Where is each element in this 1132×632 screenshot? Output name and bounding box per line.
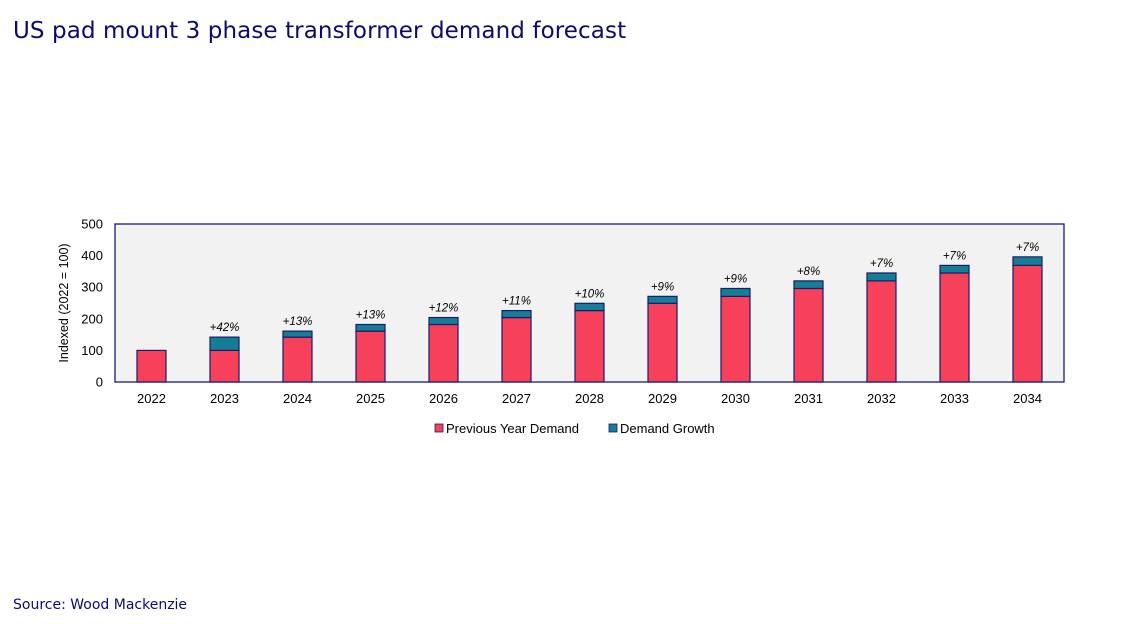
y-tick-label: 200 (81, 311, 103, 326)
bar-previous-year-demand (501, 316, 532, 383)
legend-label-growth: Demand Growth (620, 421, 715, 436)
bar-demand-growth (355, 323, 386, 332)
x-axis-ticks: 2022 2023 2024 2025 2026 2027 2028 2029 2030 2031… (137, 391, 1042, 406)
x-tick-label: 2029 (648, 391, 677, 406)
bar-previous-year-demand (1012, 264, 1043, 383)
data-labels: +42% +13% +13% +12% +11% +10% +9% +9% +8% +7% +7% +… (210, 242, 1040, 334)
bar-demand-growth (428, 316, 459, 326)
bar-previous-year-demand (574, 309, 605, 383)
x-tick-label: 2031 (794, 391, 823, 406)
bar-demand-growth (574, 302, 605, 312)
legend-swatch-previous (434, 423, 444, 433)
bar-previous-year-demand (355, 330, 386, 383)
y-tick-label: 100 (81, 343, 103, 358)
legend: Previous Year Demand Demand Growth (434, 421, 715, 436)
data-label: +7% (1016, 242, 1039, 254)
y-tick-label: 500 (81, 217, 103, 232)
bar-previous-year-demand (793, 287, 824, 383)
bar-previous-year-demand (428, 323, 459, 383)
x-tick-label: 2026 (429, 391, 458, 406)
x-tick-label: 2023 (210, 391, 239, 406)
bar-demand-growth (647, 295, 678, 304)
bar-demand-growth (501, 309, 532, 319)
x-tick-label: 2027 (502, 391, 531, 406)
bar-demand-growth (282, 330, 313, 338)
data-label: +13% (356, 309, 386, 321)
x-tick-label: 2034 (1013, 391, 1042, 406)
bar-previous-year-demand (939, 272, 970, 383)
bar-previous-year-demand (209, 349, 240, 383)
x-tick-label: 2025 (356, 391, 385, 406)
bars-group (136, 256, 1043, 383)
y-axis-label: Indexed (2022 = 100) (57, 243, 71, 362)
data-label: +13% (283, 316, 313, 328)
bar-previous-year-demand (136, 349, 167, 383)
x-tick-label: 2032 (867, 391, 896, 406)
bar-demand-growth (1012, 256, 1043, 266)
bar-demand-growth (793, 280, 824, 290)
y-tick-label: 400 (81, 248, 103, 263)
data-label: +7% (870, 258, 893, 270)
data-label: +12% (429, 303, 459, 315)
bar-previous-year-demand (647, 302, 678, 383)
data-label: +9% (651, 281, 674, 293)
x-tick-label: 2033 (940, 391, 969, 406)
data-label: +11% (502, 296, 531, 308)
y-tick-label: 0 (96, 375, 103, 390)
data-label: +10% (575, 288, 605, 300)
chart-title: US pad mount 3 phase transformer demand … (13, 18, 627, 44)
bar-demand-growth (866, 272, 897, 282)
data-label: +8% (797, 266, 820, 278)
legend-swatch-growth (608, 423, 618, 433)
data-label: +9% (724, 273, 747, 285)
y-tick-label: 300 (81, 280, 103, 295)
bar-previous-year-demand (720, 295, 751, 383)
x-tick-label: 2028 (575, 391, 604, 406)
y-axis-ticks: 0 100 200 300 400 500 (81, 217, 103, 390)
data-label: +42% (210, 322, 240, 334)
bar-previous-year-demand (282, 336, 313, 383)
bar-demand-growth (209, 336, 240, 351)
legend-label-previous: Previous Year Demand (446, 421, 579, 436)
x-tick-label: 2022 (137, 391, 166, 406)
bar-demand-growth (939, 264, 970, 274)
bar-demand-growth (720, 287, 751, 297)
x-tick-label: 2030 (721, 391, 750, 406)
x-tick-label: 2024 (283, 391, 312, 406)
bar-previous-year-demand (866, 280, 897, 383)
source-note: Source: Wood Mackenzie (13, 597, 188, 613)
data-label: +7% (943, 250, 966, 262)
